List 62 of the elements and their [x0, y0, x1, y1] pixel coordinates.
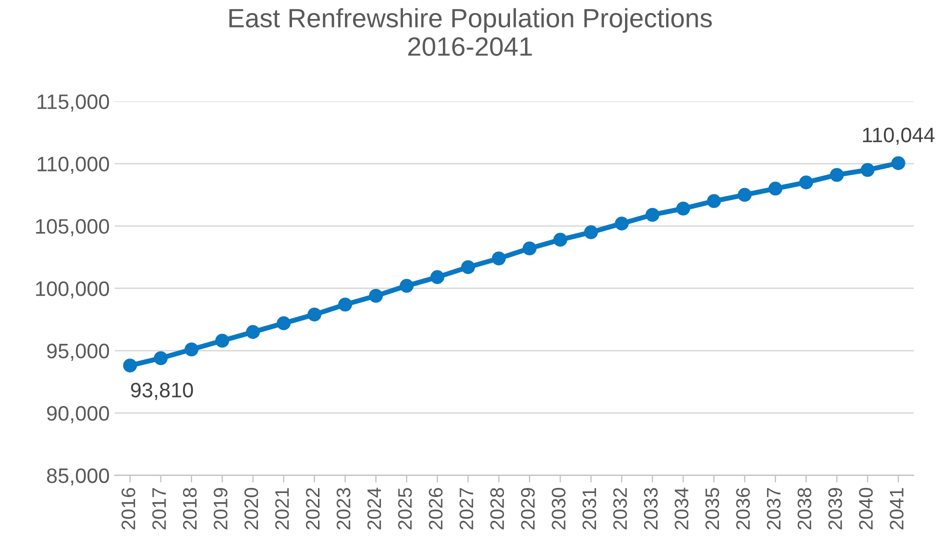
x-tick-label: 2033: [644, 488, 658, 530]
point: [799, 175, 814, 190]
point: [738, 188, 752, 202]
point: [123, 358, 137, 372]
point: [400, 278, 414, 293]
point: [215, 334, 230, 348]
x-tick-label: 2022: [306, 488, 320, 530]
y-tick-label: 95,000: [47, 344, 110, 361]
x-tick-label: 2036: [736, 488, 750, 530]
point: [368, 288, 383, 303]
x-tick-label: 2026: [428, 488, 443, 530]
point: [830, 168, 844, 182]
x-tick-label: 2031: [582, 488, 596, 530]
point: [768, 182, 782, 196]
x-tick-label: 2021: [275, 488, 289, 530]
x-tick-label: 2030: [552, 488, 566, 530]
x-tick-label: 2024: [367, 488, 382, 530]
x-tick-label: 2039: [828, 488, 842, 530]
point: [584, 225, 598, 240]
point: [276, 316, 291, 330]
x-tick-label: 2032: [613, 488, 627, 530]
x-tick-label: 2035: [705, 488, 720, 530]
point: [492, 251, 506, 266]
y-tick-label: 90,000: [47, 406, 110, 424]
x-tick-label: 2028: [490, 488, 504, 530]
x-tick-label: 2029: [520, 488, 535, 530]
x-tick-label: 2038: [798, 488, 812, 530]
point: [430, 270, 444, 284]
point: [522, 242, 536, 256]
point: [307, 308, 322, 322]
x-tick-label: 2017: [152, 488, 166, 530]
point: [706, 194, 721, 208]
x-tick-label: 2020: [244, 488, 258, 530]
x-tick-label: 2034: [674, 488, 688, 530]
x-tick-label: 2040: [859, 488, 873, 530]
y-tick-label: 110,000: [38, 156, 110, 174]
y-tick-label: 105,000: [36, 219, 110, 236]
point: [154, 351, 168, 366]
x-tick-label: 2016: [121, 488, 136, 530]
x-tick-label: 2025: [398, 488, 412, 530]
x-tick-label: 2018: [182, 488, 197, 530]
y-tick-label: 115,000: [38, 94, 110, 112]
x-tick-label: 2023: [336, 488, 350, 530]
point: [553, 232, 568, 247]
x-tick-label: 2019: [214, 488, 228, 530]
x-tick-label: 2041: [890, 488, 904, 530]
point: [184, 342, 198, 356]
point: [891, 156, 906, 170]
y-tick-label: 85,000: [47, 468, 110, 486]
chart-title: East Renfrewshire Population Projections 2016-2041: [229, 8, 712, 56]
data-label: 93,810: [131, 382, 193, 400]
point: [860, 162, 875, 177]
point: [461, 260, 476, 274]
point: [676, 202, 690, 216]
x-tick-label: 2037: [766, 488, 781, 530]
y-tick-label: 100,000: [36, 281, 110, 299]
point: [646, 208, 660, 222]
point: [338, 298, 352, 312]
point: [246, 325, 260, 339]
data-label: 110,044: [863, 128, 935, 145]
point: [614, 216, 629, 230]
x-tick-label: 2027: [460, 488, 474, 530]
